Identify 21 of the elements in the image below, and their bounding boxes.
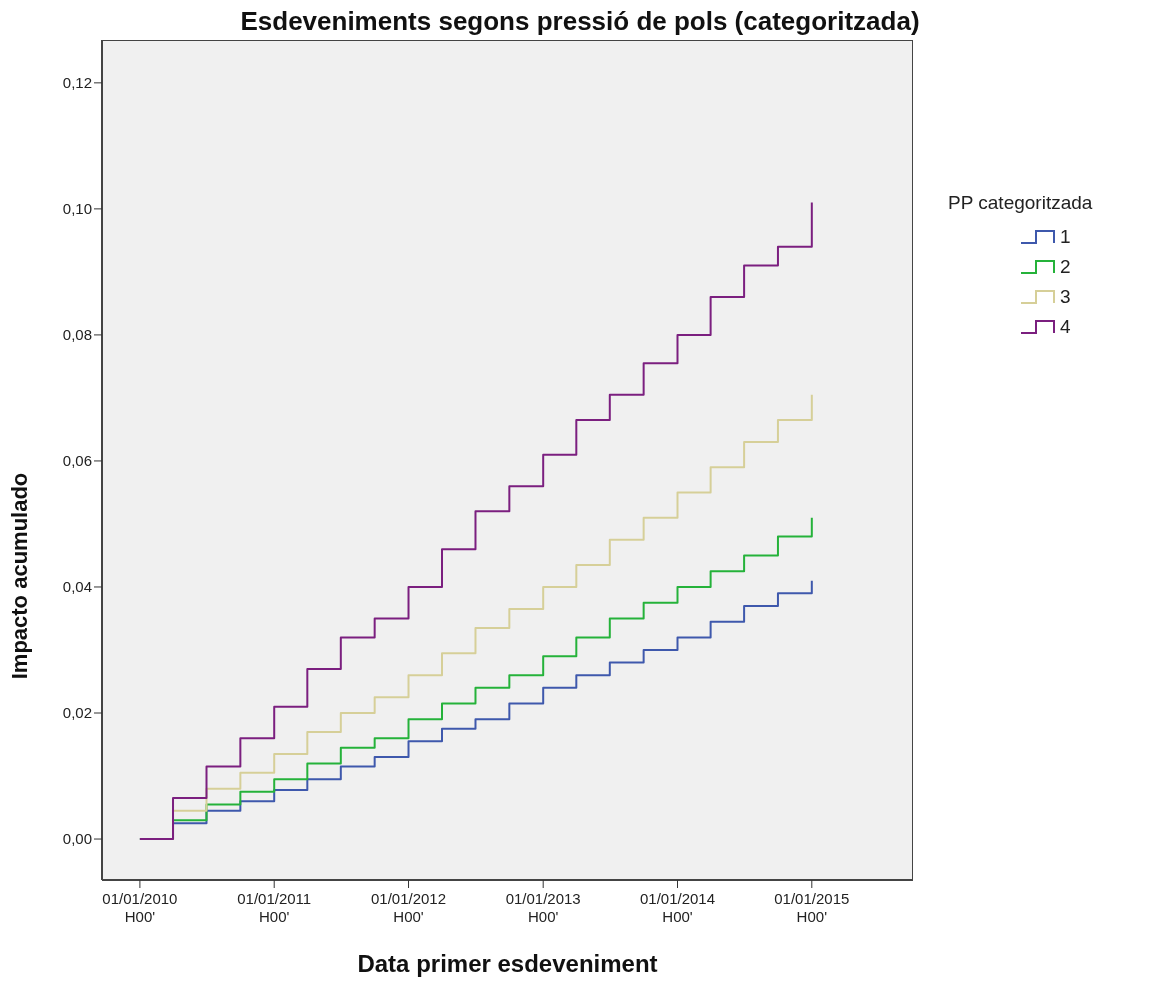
legend-label: 4 [1060,316,1071,338]
x-tick-label: 01/01/2013 H00' [505,890,581,925]
legend-title: PP categoritzada [948,192,1093,214]
y-axis-title: Impacto acumulado [7,472,33,680]
y-tick-label: 0,06 [62,452,92,470]
x-tick-label: 01/01/2011 H00' [237,890,312,925]
x-tick-label: 01/01/2015 H00' [774,890,850,925]
x-tick-label: 01/01/2012 H00' [370,890,447,925]
legend-label: 3 [1060,286,1071,308]
y-tick-label: 0,12 [62,74,92,92]
y-tick-label: 0,10 [62,200,92,218]
x-tick-label: 01/01/2014 H00' [639,890,716,925]
legend-label: 1 [1060,226,1071,248]
y-tick-label: 0,02 [62,704,92,722]
x-axis-title: Data primer esdeveniment [356,950,659,978]
legend-label: 2 [1060,256,1071,278]
y-tick-label: 0,08 [62,326,92,344]
chart-title: Esdeveniments segons pressió de pols (categoritzada) [239,6,921,37]
y-tick-label: 0,04 [62,578,92,596]
y-tick-label: 0,00 [62,830,92,848]
x-tick-label: 01/01/2010 H00' [102,890,178,925]
